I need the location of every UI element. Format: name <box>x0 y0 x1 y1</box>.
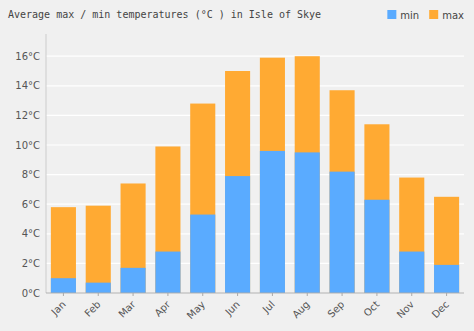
bar <box>190 215 215 293</box>
y-axis-line <box>46 34 47 293</box>
grid-line <box>46 115 464 116</box>
grid-line <box>46 85 464 86</box>
x-tick-label: Jan <box>48 299 67 318</box>
background <box>0 0 474 331</box>
x-tick-label: Oct <box>361 299 381 319</box>
x-tick <box>167 293 168 296</box>
bar <box>434 197 459 293</box>
x-tick-label: Sep <box>325 299 346 320</box>
bars <box>51 56 459 293</box>
grid-line <box>46 56 464 57</box>
bar <box>434 265 459 293</box>
y-tick-label: 4°C <box>22 228 40 239</box>
bar <box>86 206 111 293</box>
bar <box>155 146 180 293</box>
bar <box>225 176 250 293</box>
chart: 0°C 2°C 4°C 6°C 8°C 10°C 12°C 14°C 16°C Jan Feb Mar… <box>0 0 474 331</box>
x-tick-label: May <box>185 299 207 321</box>
bar <box>260 151 285 293</box>
grid-line <box>46 292 464 293</box>
bar <box>155 252 180 293</box>
x-tick <box>237 293 238 296</box>
y-tick-label: 8°C <box>22 169 40 180</box>
bar <box>364 200 389 293</box>
bar <box>121 268 146 293</box>
y-tick-label: 10°C <box>15 140 40 151</box>
x-tick <box>272 293 273 296</box>
bar <box>260 58 285 293</box>
grid-line <box>46 174 464 175</box>
y-tick-label: 0°C <box>22 288 40 299</box>
x-tick-label: Jul <box>260 299 277 316</box>
x-tick-label: Dec <box>430 299 451 320</box>
x-tick <box>307 293 308 296</box>
y-tick-label: 16°C <box>15 51 40 62</box>
x-tick-label: Feb <box>82 299 102 319</box>
chart-container: 0°C 2°C 4°C 6°C 8°C 10°C 12°C 14°C 16°C Jan Feb Mar… <box>0 0 474 331</box>
bar <box>86 283 111 293</box>
x-tick-label: Nov <box>395 299 417 321</box>
legend-label: max <box>442 10 464 21</box>
y-tick-label: 12°C <box>15 110 40 121</box>
x-tick-label: Jun <box>222 299 242 319</box>
x-tick <box>376 293 377 296</box>
legend-item: min <box>387 10 419 21</box>
x-tick <box>411 293 412 296</box>
bar <box>225 71 250 293</box>
bar <box>121 183 146 293</box>
bar <box>399 252 424 293</box>
grid-line <box>46 144 464 145</box>
x-tick-label: Apr <box>152 298 173 319</box>
bar <box>364 124 389 293</box>
x-tick-label: Aug <box>290 299 312 321</box>
bar <box>51 278 76 293</box>
bar <box>330 90 355 293</box>
x-tick <box>133 293 134 296</box>
grid <box>46 56 464 293</box>
bar <box>330 172 355 293</box>
legend-swatch <box>387 10 396 19</box>
bar <box>51 207 76 293</box>
y-tick-label: 14°C <box>15 80 40 91</box>
x-tick <box>342 293 343 296</box>
legend-swatch <box>429 10 438 19</box>
bar <box>295 152 320 293</box>
x-tick-label: Mar <box>116 298 138 320</box>
bar <box>190 104 215 293</box>
x-tick <box>98 293 99 296</box>
legend-item: max <box>429 10 464 21</box>
bar <box>399 178 424 293</box>
legend: min max <box>387 10 464 21</box>
y-tick-label: 2°C <box>22 258 40 269</box>
bar <box>295 56 320 293</box>
title: Average max / min temperatures (°C ) in … <box>8 9 321 20</box>
y-tick-label: 6°C <box>22 199 40 210</box>
x-tick <box>446 293 447 296</box>
x-axis-line <box>46 293 464 294</box>
legend-label: min <box>400 10 419 21</box>
x-tick <box>63 293 64 296</box>
x-tick <box>202 293 203 296</box>
